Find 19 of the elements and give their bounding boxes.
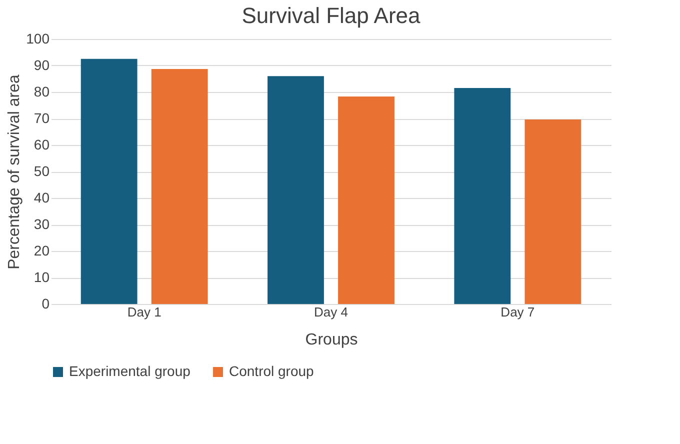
y-tick-label: 0: [42, 296, 50, 312]
y-axis-title: Percentage of survival area: [6, 74, 24, 270]
y-tick-label: 100: [26, 30, 50, 46]
chart-title: Survival Flap Area: [242, 3, 422, 28]
y-tick-label: 50: [34, 163, 50, 179]
x-axis-title: Groups: [305, 332, 358, 348]
x-tick-label: Day 4: [314, 304, 348, 320]
y-tick-label: 20: [34, 242, 50, 258]
y-tick-label: 40: [34, 190, 50, 206]
legend-label: Control group: [229, 363, 314, 379]
y-tick-label: 60: [34, 136, 50, 152]
y-tick-label: 90: [34, 57, 50, 73]
legend-label: Experimental group: [69, 363, 191, 379]
y-tick-label: 10: [34, 269, 50, 285]
y-tick-label: 30: [34, 216, 50, 232]
y-tick-label: 80: [34, 84, 50, 100]
x-tick-label: Day 7: [500, 304, 535, 320]
x-tick-label: Day 1: [127, 304, 162, 320]
y-tick-label: 70: [34, 110, 50, 126]
